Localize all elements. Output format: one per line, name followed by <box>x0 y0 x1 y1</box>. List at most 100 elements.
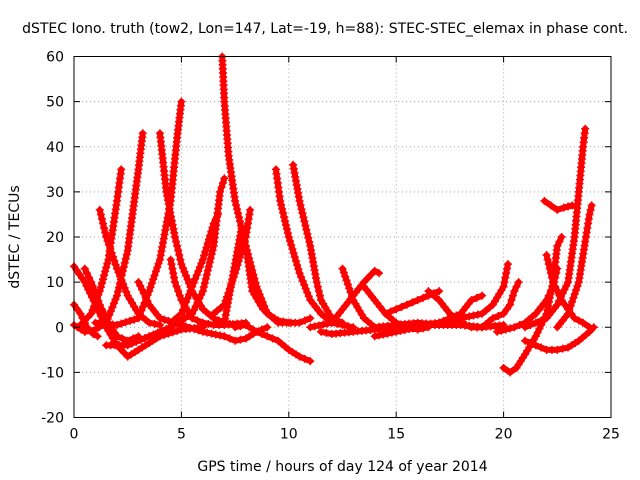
data-point <box>153 328 162 337</box>
data-point <box>191 274 200 283</box>
data-point <box>302 225 311 234</box>
data-point <box>159 234 168 243</box>
data-point <box>169 269 178 278</box>
data-point <box>268 334 277 343</box>
data-point <box>386 307 395 316</box>
data-point <box>473 310 482 319</box>
data-point <box>106 244 115 253</box>
data-point <box>135 310 144 319</box>
data-point <box>493 327 502 336</box>
data-point <box>564 202 573 211</box>
data-point <box>114 268 123 277</box>
data-point <box>502 269 511 278</box>
data-point <box>542 251 551 260</box>
data-point <box>363 274 372 283</box>
data-point <box>102 233 111 241</box>
data-point <box>86 326 95 335</box>
data-point <box>183 275 192 284</box>
series-arc13 <box>134 278 272 345</box>
x-tick-label: 10 <box>280 427 298 443</box>
data-point <box>91 298 100 307</box>
data-point <box>566 301 575 310</box>
data-point <box>181 322 190 331</box>
chart-title: dSTEC Iono. truth (tow2, Lon=147, Lat=-1… <box>22 21 628 37</box>
data-point <box>562 281 571 290</box>
data-point <box>220 174 229 183</box>
data-point <box>448 316 457 325</box>
data-point <box>238 228 247 237</box>
data-point <box>143 296 152 305</box>
data-point <box>200 278 209 287</box>
data-point <box>166 255 175 264</box>
data-point <box>313 282 322 291</box>
data-point <box>149 330 158 339</box>
data-point <box>472 293 481 302</box>
data-point <box>300 217 309 226</box>
x-tick-label: 5 <box>177 427 186 443</box>
data-point <box>110 256 119 265</box>
data-point <box>185 290 194 299</box>
data-point <box>435 318 444 327</box>
data-point <box>392 305 401 314</box>
data-point <box>585 210 594 219</box>
data-point <box>545 264 554 273</box>
data-point <box>506 368 515 377</box>
series-arc17 <box>289 160 347 327</box>
data-point <box>278 204 287 213</box>
data-point <box>119 280 128 289</box>
data-point <box>177 97 186 106</box>
data-point <box>76 309 85 318</box>
data-point <box>193 298 202 307</box>
data-point <box>289 249 298 258</box>
data-point <box>367 270 376 279</box>
data-point <box>209 219 218 228</box>
data-point <box>512 282 521 291</box>
y-tick-label: 40 <box>46 140 64 156</box>
data-point <box>173 242 182 251</box>
data-point <box>168 318 177 327</box>
data-point <box>467 296 476 305</box>
data-point <box>173 319 182 328</box>
data-point <box>558 289 567 298</box>
data-point <box>134 314 143 323</box>
data-point <box>106 307 115 316</box>
data-point <box>101 267 110 276</box>
data-point <box>199 283 208 292</box>
data-point <box>263 323 272 332</box>
data-point <box>237 223 246 232</box>
data-point <box>136 281 145 290</box>
data-point <box>180 301 189 310</box>
series-arc26 <box>392 260 512 332</box>
data-point <box>544 260 553 269</box>
data-point <box>150 319 159 328</box>
data-point <box>147 279 156 288</box>
data-point <box>140 334 149 343</box>
data-point <box>94 290 103 299</box>
data-point <box>587 201 596 210</box>
data-point <box>190 325 199 334</box>
data-point <box>134 278 143 287</box>
data-point <box>553 264 562 273</box>
data-point <box>236 335 245 344</box>
data-point <box>177 320 186 329</box>
data-point <box>570 289 579 298</box>
data-point <box>216 187 225 196</box>
data-point <box>169 224 178 233</box>
data-point <box>158 242 167 251</box>
data-point <box>556 293 565 302</box>
data-point <box>314 287 323 296</box>
data-point <box>499 309 508 318</box>
data-point <box>158 326 167 335</box>
data-point <box>117 319 126 328</box>
data-point <box>287 241 296 250</box>
data-point <box>174 246 183 255</box>
grid-lines <box>74 56 611 418</box>
data-point <box>155 255 164 264</box>
data-point <box>570 314 579 323</box>
data-point <box>198 255 207 264</box>
data-point <box>506 300 515 309</box>
data-point <box>155 320 164 329</box>
data-point <box>161 226 170 235</box>
data-point <box>189 305 198 314</box>
data-point <box>108 303 117 312</box>
